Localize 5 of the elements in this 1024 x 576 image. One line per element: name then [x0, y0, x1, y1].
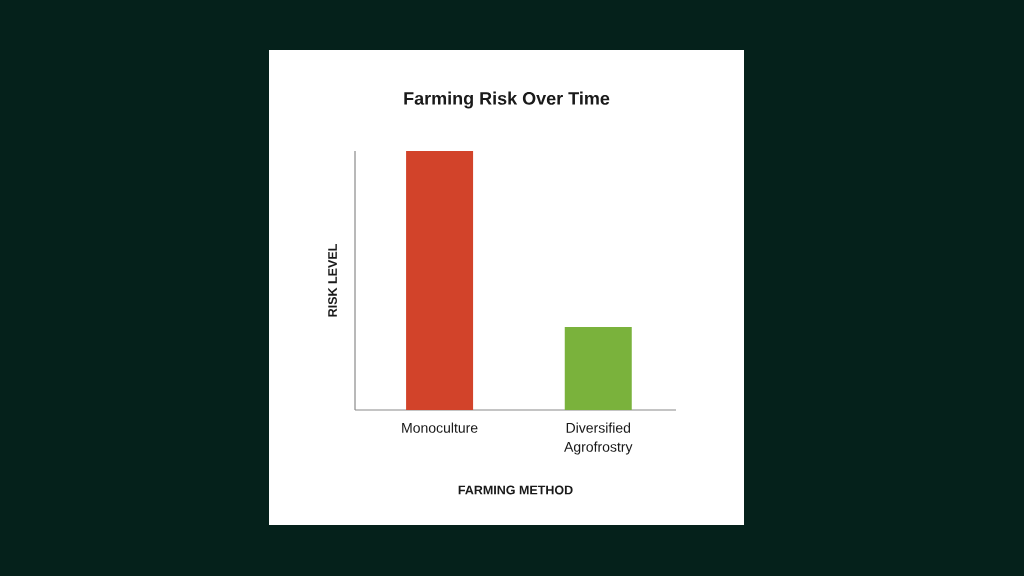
x-axis-title: FARMING METHOD [458, 485, 573, 495]
x-tick-label: Diversified Agrofrostry [564, 422, 633, 455]
y-axis-title: RISK LEVEL [328, 244, 337, 317]
x-tick-label: Monoculture [402, 422, 478, 433]
chart-title: Farming Risk Over Time [404, 91, 610, 109]
